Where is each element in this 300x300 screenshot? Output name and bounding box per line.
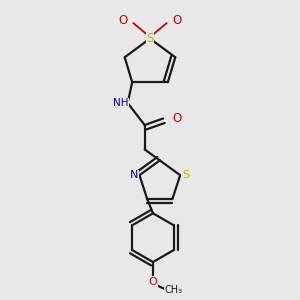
Text: O: O: [118, 14, 128, 27]
Text: O: O: [172, 14, 182, 27]
Text: NH: NH: [113, 98, 129, 108]
Text: S: S: [146, 32, 154, 45]
Text: S: S: [182, 170, 189, 180]
Text: O: O: [173, 112, 182, 125]
Text: CH₃: CH₃: [164, 285, 182, 295]
Text: N: N: [130, 170, 138, 180]
Text: O: O: [148, 277, 157, 287]
